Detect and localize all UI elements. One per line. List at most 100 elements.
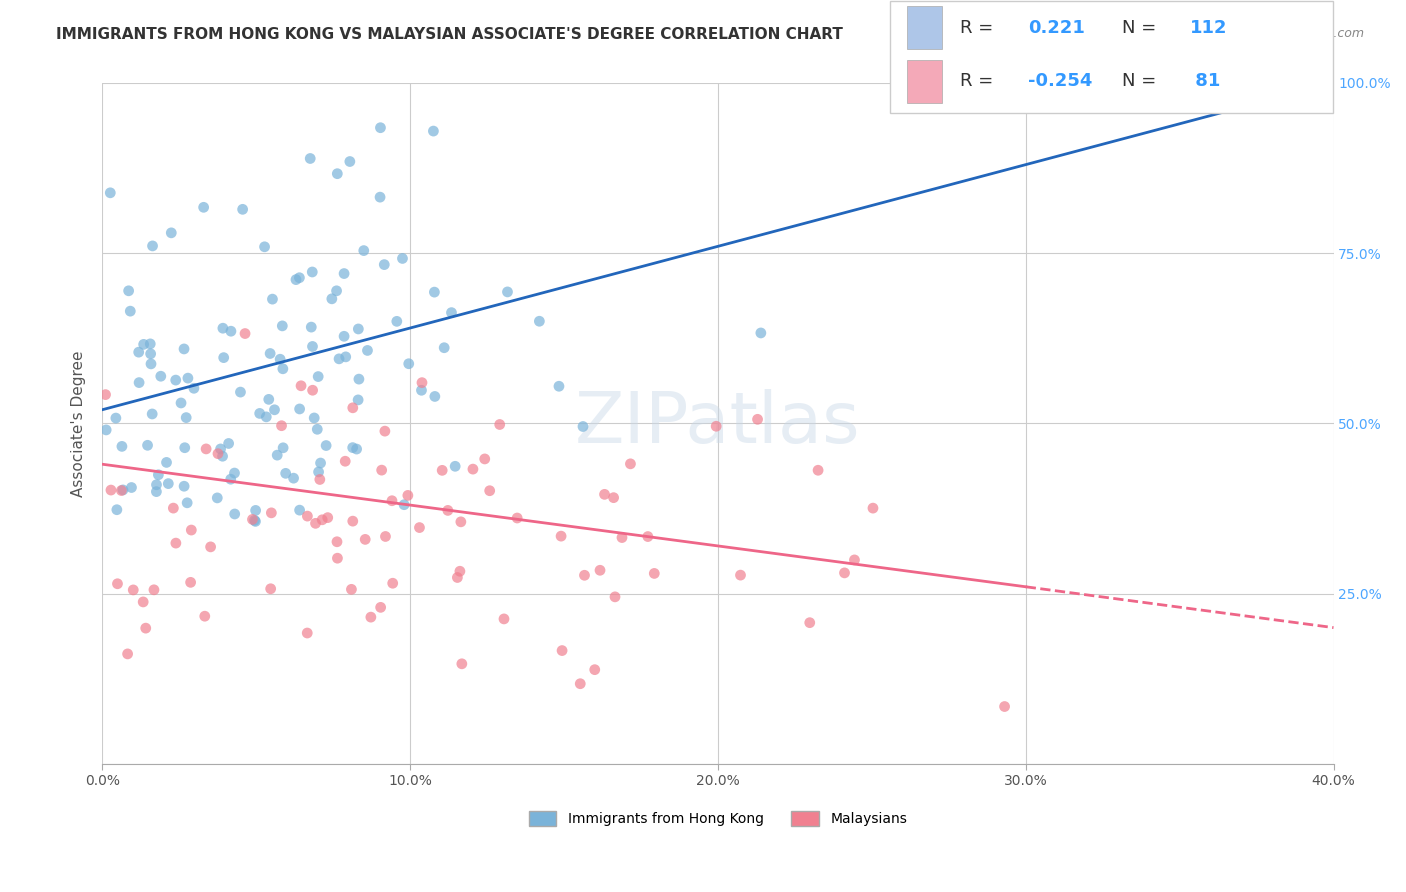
Point bbox=[299, 320, 322, 334]
Point bbox=[242, 512, 264, 526]
Point bbox=[157, 476, 180, 491]
Point bbox=[121, 481, 143, 495]
Point bbox=[132, 337, 155, 351]
Legend: Immigrants from Hong Kong, Malaysians: Immigrants from Hong Kong, Malaysians bbox=[523, 805, 912, 831]
Point bbox=[347, 322, 370, 336]
Point bbox=[249, 406, 271, 420]
Point bbox=[173, 441, 195, 455]
Point bbox=[339, 154, 361, 169]
Point bbox=[260, 506, 283, 520]
Point bbox=[548, 379, 571, 393]
Point bbox=[374, 424, 396, 438]
Point bbox=[643, 566, 665, 581]
Point bbox=[704, 419, 727, 434]
Point bbox=[297, 509, 319, 524]
Point bbox=[430, 463, 453, 477]
Point bbox=[135, 621, 157, 635]
Point bbox=[461, 462, 484, 476]
Point bbox=[200, 540, 222, 554]
Text: R =: R = bbox=[960, 19, 1000, 37]
Point bbox=[128, 376, 150, 390]
Point bbox=[288, 270, 311, 285]
Point bbox=[589, 563, 612, 577]
Text: Source: ZipAtlas.com: Source: ZipAtlas.com bbox=[1230, 27, 1364, 40]
Point bbox=[807, 463, 830, 477]
Point bbox=[207, 447, 229, 461]
Point bbox=[385, 314, 408, 328]
Point bbox=[342, 441, 364, 455]
Point bbox=[194, 609, 217, 624]
Point bbox=[551, 643, 574, 657]
Point bbox=[308, 473, 330, 487]
Point bbox=[370, 120, 392, 135]
Point bbox=[370, 600, 392, 615]
Point bbox=[148, 467, 170, 482]
Point bbox=[218, 436, 240, 450]
Point bbox=[373, 258, 395, 272]
Point bbox=[492, 612, 515, 626]
Point bbox=[316, 510, 339, 524]
Point bbox=[747, 412, 769, 426]
Point bbox=[183, 381, 205, 395]
Point bbox=[173, 342, 195, 356]
Point bbox=[243, 513, 266, 527]
Point bbox=[325, 284, 347, 298]
Point bbox=[207, 491, 229, 505]
Point bbox=[271, 318, 294, 333]
Point bbox=[506, 511, 529, 525]
Point bbox=[111, 439, 134, 453]
Point bbox=[245, 515, 267, 529]
Point bbox=[342, 514, 364, 528]
Point bbox=[347, 372, 370, 386]
Point bbox=[993, 699, 1015, 714]
Point bbox=[270, 418, 292, 433]
Text: -0.254: -0.254 bbox=[1028, 72, 1092, 90]
Point bbox=[259, 346, 281, 360]
Point bbox=[602, 491, 624, 505]
Point bbox=[219, 324, 242, 338]
Point bbox=[180, 523, 202, 537]
Point bbox=[107, 576, 129, 591]
Point bbox=[260, 582, 283, 596]
Point bbox=[160, 226, 183, 240]
Point bbox=[749, 326, 772, 340]
Text: 81: 81 bbox=[1189, 72, 1220, 90]
Point bbox=[374, 529, 396, 543]
Point bbox=[257, 392, 280, 407]
Point bbox=[342, 401, 364, 415]
Point bbox=[392, 498, 415, 512]
Text: N =: N = bbox=[1122, 19, 1161, 37]
Point bbox=[446, 570, 468, 584]
Point bbox=[301, 339, 323, 353]
Point bbox=[162, 501, 184, 516]
Point bbox=[176, 496, 198, 510]
Point bbox=[105, 502, 128, 516]
Point bbox=[285, 272, 308, 286]
Point bbox=[297, 626, 319, 640]
Point bbox=[104, 411, 127, 425]
Point bbox=[381, 493, 404, 508]
Point bbox=[309, 456, 332, 470]
Point bbox=[381, 576, 404, 591]
Point bbox=[862, 501, 884, 516]
Point bbox=[572, 419, 595, 434]
Point bbox=[100, 483, 122, 497]
Point bbox=[245, 503, 267, 517]
Point bbox=[165, 536, 187, 550]
Point bbox=[326, 534, 349, 549]
Point bbox=[229, 385, 252, 400]
Point bbox=[139, 347, 162, 361]
Point bbox=[254, 409, 277, 424]
Point bbox=[335, 350, 357, 364]
Point bbox=[396, 488, 419, 502]
Point bbox=[422, 124, 444, 138]
Point bbox=[117, 647, 139, 661]
Text: ZIPatlas: ZIPatlas bbox=[575, 389, 860, 458]
Point bbox=[474, 452, 496, 467]
Point bbox=[139, 337, 162, 351]
Point bbox=[449, 564, 471, 578]
Point bbox=[408, 520, 430, 534]
Point bbox=[569, 677, 592, 691]
Point bbox=[94, 387, 117, 401]
Point bbox=[283, 471, 305, 485]
